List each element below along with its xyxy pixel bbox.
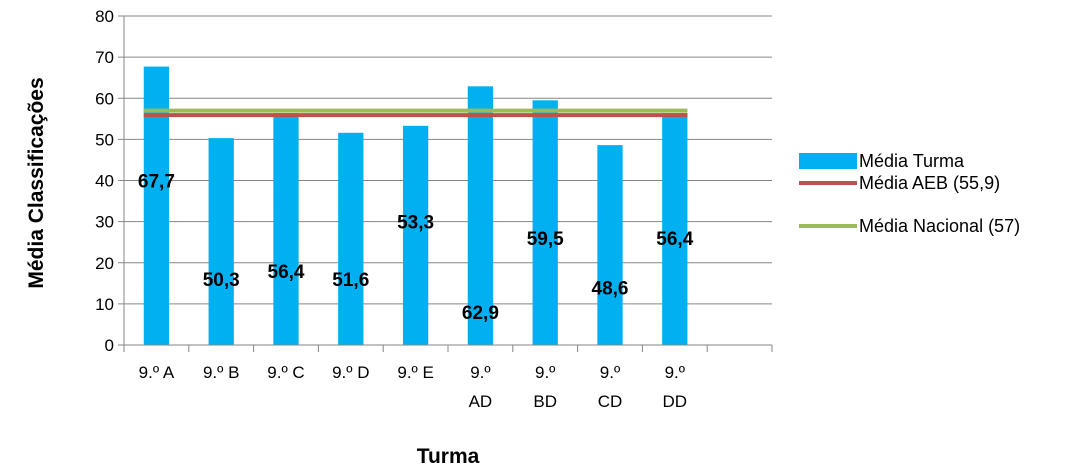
data-label: 56,4: [268, 262, 305, 283]
x-axis-title: Turma: [417, 445, 480, 468]
x-tick-label: 9.º DD: [663, 363, 688, 411]
data-label: 51,6: [332, 270, 369, 291]
data-labels: 67,7 50,3 56,4 51,6 53,3 62,9 59,5 48,6 56,4: [138, 172, 694, 325]
bar: [338, 132, 364, 345]
y-tick-label: 40: [95, 172, 114, 191]
legend-label: Média AEB (55,9): [859, 173, 1000, 193]
x-tick-label: 9.º C: [267, 363, 304, 382]
x-tick-label: 9.º BD: [533, 363, 557, 411]
bar: [208, 138, 234, 345]
bar: [532, 100, 558, 346]
bar: [597, 145, 623, 345]
bar: [662, 113, 688, 346]
data-label: 53,3: [397, 213, 434, 234]
data-label: 59,5: [527, 229, 564, 250]
y-tick-label: 50: [95, 130, 114, 149]
y-axis-title: Média Classificações: [25, 77, 48, 288]
y-tick-label: 20: [95, 254, 114, 273]
data-label: 50,3: [203, 270, 240, 291]
x-tick-label: 9.º A: [139, 363, 175, 382]
y-tick-label: 70: [95, 48, 114, 67]
legend-label: Média Turma: [859, 151, 965, 171]
x-tick-labels: 9.º A 9.º B 9.º C 9.º D 9.º E 9.º AD 9.º BD 9.º CD…: [139, 363, 687, 411]
x-tick-label: 9.º CD: [598, 363, 623, 411]
bar: [467, 86, 494, 345]
y-tick-label: 80: [95, 7, 114, 26]
legend-label: Média Nacional (57): [859, 216, 1020, 236]
data-label: 56,4: [656, 229, 693, 250]
x-tick-label: 9.º AD: [469, 363, 493, 411]
y-tick-labels: 0 10 20 30 40 50 60 70 80: [95, 7, 114, 355]
y-tick-label: 30: [95, 213, 114, 232]
data-label: 62,9: [462, 303, 499, 324]
bar: [273, 113, 299, 346]
y-tick-label: 10: [95, 295, 114, 314]
data-label: 48,6: [592, 278, 629, 299]
y-tick-label: 60: [95, 89, 114, 108]
y-tick-label: 0: [105, 336, 114, 355]
x-tick-label: 9.º E: [397, 363, 433, 382]
reference-lines: [143, 108, 688, 118]
x-tick-label: 9.º D: [332, 363, 369, 382]
x-tick-label: 9.º B: [203, 363, 239, 382]
bars: [143, 66, 688, 346]
data-label: 67,7: [138, 172, 175, 193]
axes: [118, 15, 773, 352]
bar: [143, 66, 170, 346]
bar: [402, 125, 429, 346]
legend-swatch: [799, 153, 857, 169]
